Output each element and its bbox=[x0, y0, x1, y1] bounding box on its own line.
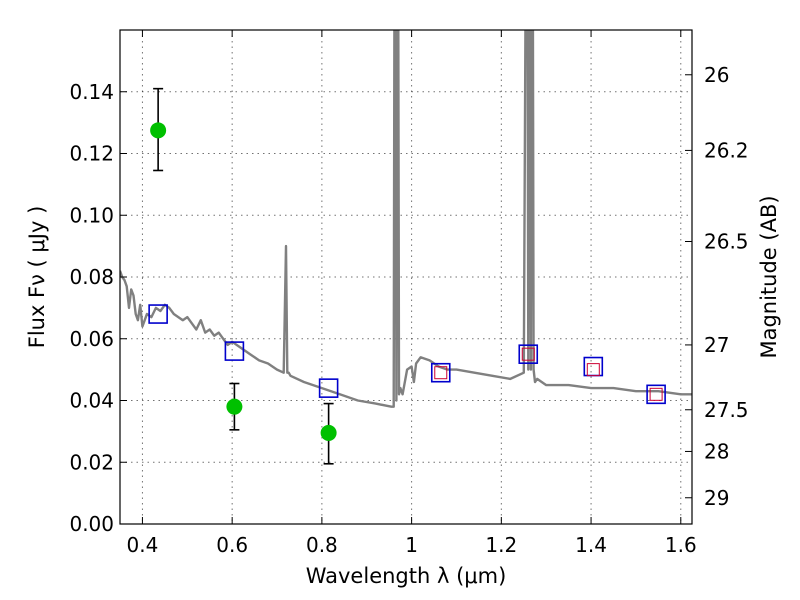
observed-point bbox=[226, 398, 243, 415]
observed-square bbox=[434, 366, 448, 380]
model-photometry-square bbox=[318, 378, 339, 398]
right-tick-label: 29 bbox=[704, 486, 729, 510]
right-tick-label: 26.2 bbox=[704, 138, 749, 162]
x-tick-label: 1.2 bbox=[485, 533, 517, 557]
x-tick-label: 1.6 bbox=[665, 533, 697, 557]
x-tick-label: 1 bbox=[405, 533, 418, 557]
x-tick-label: 0.6 bbox=[216, 533, 248, 557]
right-tick-label: 28 bbox=[704, 439, 729, 463]
observed-point bbox=[320, 424, 337, 441]
right-tick-label: 27.5 bbox=[704, 398, 749, 422]
y-tick-label: 0.12 bbox=[69, 142, 114, 166]
observed-square bbox=[649, 387, 663, 401]
model-sed-layer bbox=[120, 30, 692, 408]
right-tick-label: 26 bbox=[704, 63, 729, 87]
model-photometry-square bbox=[430, 362, 451, 383]
observed-square bbox=[521, 347, 535, 361]
y-tick-label: 0.02 bbox=[69, 450, 114, 474]
y-tick-label: 0.10 bbox=[69, 203, 114, 227]
y-axis-right-title: Magnitude (AB) bbox=[757, 195, 781, 358]
right-tick-label: 27 bbox=[704, 333, 729, 357]
axis-ticks: 0.4 0.6 0.8 1 1.2 1.4 1.6 0.00 0.02 0.04 0.06 0.08 0… bbox=[69, 30, 749, 557]
x-tick-label: 0.8 bbox=[306, 533, 338, 557]
y-tick-label: 0.06 bbox=[69, 327, 114, 351]
observed-square bbox=[586, 363, 600, 377]
y-tick-label: 0.00 bbox=[69, 512, 114, 536]
model-sed-line bbox=[120, 30, 692, 408]
right-tick-label: 26.5 bbox=[704, 229, 749, 253]
model-photometry-square bbox=[148, 304, 168, 324]
model-photometry-square bbox=[518, 344, 539, 364]
x-tick-label: 1.4 bbox=[575, 533, 607, 557]
y-tick-label: 0.08 bbox=[69, 265, 114, 289]
model-photometry-square bbox=[224, 341, 245, 361]
grid-lines bbox=[120, 30, 692, 525]
x-tick-label: 0.4 bbox=[127, 533, 159, 557]
y-tick-label: 0.14 bbox=[69, 80, 114, 104]
markers-layer bbox=[148, 87, 666, 465]
y-axis-title: Flux Fν ( μJy ) bbox=[25, 206, 49, 349]
x-axis-title: Wavelength λ (μm) bbox=[306, 564, 507, 588]
observed-point bbox=[150, 122, 167, 139]
model-photometry-square bbox=[646, 384, 666, 405]
y-tick-label: 0.04 bbox=[69, 389, 114, 413]
